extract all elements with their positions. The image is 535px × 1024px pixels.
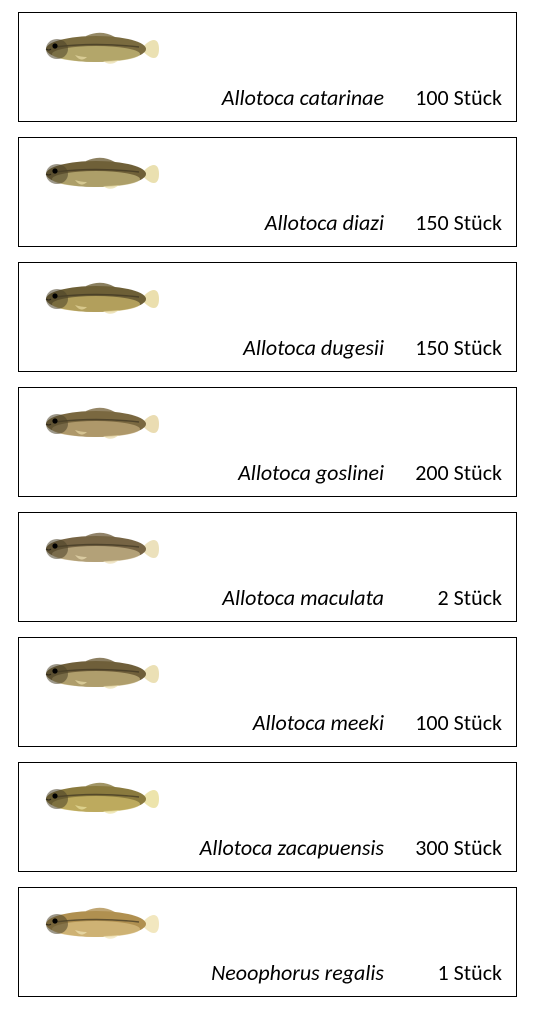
species-name: Allotoca maculata — [222, 584, 384, 611]
fish-image — [41, 402, 161, 446]
specimen-count: 200 Stück — [402, 459, 502, 486]
fish-icon — [41, 152, 161, 201]
fish-image — [41, 27, 161, 71]
species-card: Allotoca diazi 150 Stück — [18, 137, 517, 247]
card-labels: Allotoca goslinei 200 Stück — [33, 459, 502, 486]
card-labels: Allotoca maculata 2 Stück — [33, 584, 502, 611]
species-card: Allotoca meeki 100 Stück — [18, 637, 517, 747]
card-labels: Allotoca zacapuensis 300 Stück — [33, 834, 502, 861]
card-labels: Allotoca meeki 100 Stück — [33, 709, 502, 736]
fish-icon — [41, 402, 161, 451]
species-name: Allotoca zacapuensis — [200, 834, 384, 861]
species-name: Neoophorus regalis — [211, 959, 384, 986]
species-name: Allotoca diazi — [265, 209, 384, 236]
specimen-count: 1 Stück — [402, 959, 502, 986]
species-card: Allotoca catarinae 100 Stück — [18, 12, 517, 122]
fish-image — [41, 527, 161, 571]
fish-image — [41, 902, 161, 946]
fish-icon — [41, 27, 161, 76]
card-labels: Allotoca dugesii 150 Stück — [33, 334, 502, 361]
species-name: Allotoca catarinae — [222, 84, 384, 111]
specimen-count: 100 Stück — [402, 84, 502, 111]
species-name: Allotoca goslinei — [238, 459, 384, 486]
species-card: Allotoca zacapuensis 300 Stück — [18, 762, 517, 872]
card-labels: Allotoca diazi 150 Stück — [33, 209, 502, 236]
species-card: Allotoca dugesii 150 Stück — [18, 262, 517, 372]
species-name: Allotoca dugesii — [243, 334, 384, 361]
species-card: Neoophorus regalis 1 Stück — [18, 887, 517, 997]
specimen-count: 300 Stück — [402, 834, 502, 861]
species-card: Allotoca maculata 2 Stück — [18, 512, 517, 622]
specimen-count: 150 Stück — [402, 209, 502, 236]
fish-icon — [41, 527, 161, 576]
fish-image — [41, 652, 161, 696]
specimen-count: 150 Stück — [402, 334, 502, 361]
fish-image — [41, 277, 161, 321]
species-name: Allotoca meeki — [253, 709, 384, 736]
species-list: Allotoca catarinae 100 Stück Allotoca dia… — [18, 12, 517, 997]
specimen-count: 2 Stück — [402, 584, 502, 611]
fish-image — [41, 777, 161, 821]
fish-icon — [41, 277, 161, 326]
card-labels: Allotoca catarinae 100 Stück — [33, 84, 502, 111]
fish-icon — [41, 777, 161, 826]
fish-icon — [41, 902, 161, 951]
species-card: Allotoca goslinei 200 Stück — [18, 387, 517, 497]
fish-icon — [41, 652, 161, 701]
card-labels: Neoophorus regalis 1 Stück — [33, 959, 502, 986]
specimen-count: 100 Stück — [402, 709, 502, 736]
fish-image — [41, 152, 161, 196]
